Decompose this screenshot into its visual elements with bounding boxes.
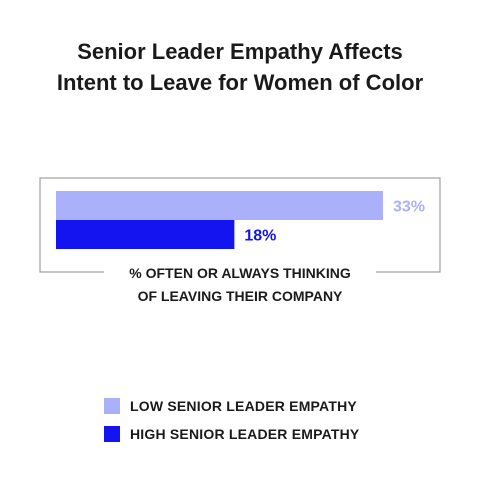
x-axis-label-line-2: OF LEAVING THEIR COMPANY [138,288,343,304]
legend-item-low: LOW SENIOR LEADER EMPATHY [104,398,359,414]
legend-item-high: HIGH SENIOR LEADER EMPATHY [104,426,359,442]
legend-swatch-low [104,398,120,414]
bar-high [56,220,235,249]
legend-swatch-high [104,426,120,442]
bars-layer [56,191,383,249]
data-label-high: 18% [244,228,276,245]
chart-frame [39,177,441,273]
legend-label-low: LOW SENIOR LEADER EMPATHY [130,398,357,414]
x-axis-label-line-1: % OFTEN OR ALWAYS THINKING [129,265,351,281]
chart-title-line-1: Senior Leader Empathy Affects [77,39,403,64]
data-labels-layer: 33% 18% [244,199,425,245]
legend: LOW SENIOR LEADER EMPATHY HIGH SENIOR LE… [104,398,359,454]
bar-low [56,191,383,220]
legend-label-high: HIGH SENIOR LEADER EMPATHY [130,426,360,442]
data-label-low: 33% [393,199,425,216]
chart-title-line-2: Intent to Leave for Women of Color [56,70,424,95]
chart-title: Senior Leader Empathy Affects Intent to … [0,36,480,98]
